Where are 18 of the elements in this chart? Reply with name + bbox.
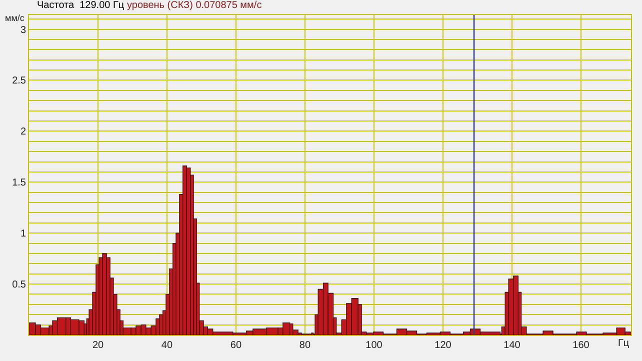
x-tick-label: 140 <box>504 340 521 351</box>
y-axis-title: мм/с <box>5 13 25 23</box>
x-tick-label: 160 <box>572 340 590 351</box>
chart-title: Частота 129.00 Гц <box>37 0 124 11</box>
x-axis-title: Гц <box>618 338 630 349</box>
chart-subtitle: уровень (СКЗ) 0.070875 мм/с <box>127 0 262 11</box>
x-tick-label: 120 <box>434 340 452 351</box>
y-tick-label: 0.5 <box>12 280 26 291</box>
y-tick-label: 2.5 <box>12 76 26 87</box>
x-tick-label: 40 <box>161 340 173 351</box>
y-tick-label: 1.5 <box>12 178 26 189</box>
y-tick-label: 2 <box>20 126 26 138</box>
y-tick-label: 3 <box>20 24 26 36</box>
x-tick-label: 20 <box>92 340 104 351</box>
y-tick-label: 1 <box>20 228 26 240</box>
x-tick-label: 80 <box>299 340 311 351</box>
x-tick-label: 100 <box>366 340 383 351</box>
x-tick-label: 60 <box>230 340 242 351</box>
